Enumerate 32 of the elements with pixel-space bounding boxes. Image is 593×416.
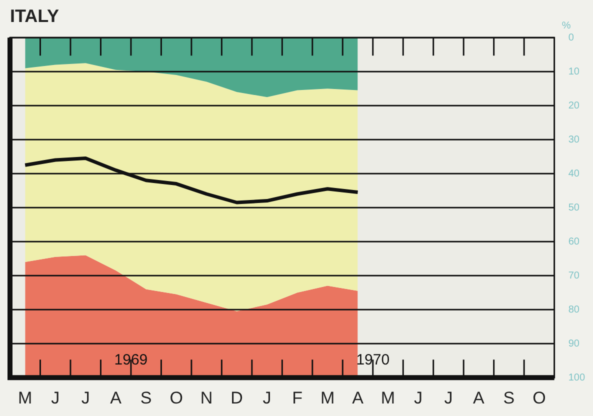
y-tick-label: 90 xyxy=(568,338,580,350)
y-tick-label: 60 xyxy=(568,236,580,248)
chart-title: ITALY xyxy=(10,6,60,26)
x-tick-label: A xyxy=(473,388,486,408)
y-tick-label: 0 xyxy=(568,32,574,44)
annotation: 1969 xyxy=(114,352,148,369)
x-tick-label: M xyxy=(380,388,396,408)
x-tick-label: A xyxy=(110,388,122,408)
x-tick-label: M xyxy=(320,388,335,408)
x-tick-label: J xyxy=(51,388,60,408)
y-tick-label: 40 xyxy=(568,168,580,180)
x-tick-label: M xyxy=(18,388,32,408)
y-tick-label: 20 xyxy=(568,100,580,112)
x-tick-label: F xyxy=(292,388,302,408)
y-tick-label: 80 xyxy=(568,304,580,316)
x-tick-label: J xyxy=(81,388,90,408)
x-tick-label: N xyxy=(200,388,213,408)
y-tick-label: 100 xyxy=(568,372,586,384)
x-tick-label: J xyxy=(262,388,272,408)
x-tick-label: A xyxy=(352,388,364,408)
y-axis-title: % xyxy=(562,20,571,32)
x-tick-label: O xyxy=(170,388,183,408)
y-tick-label: 70 xyxy=(568,270,580,282)
y-tick-label: 50 xyxy=(568,202,580,214)
y-tick-label: 10 xyxy=(568,66,580,78)
y-tick-label: 30 xyxy=(568,134,580,146)
x-tick-label: J xyxy=(444,388,453,408)
x-tick-label: D xyxy=(230,388,243,408)
x-tick-label: J xyxy=(414,388,422,408)
x-tick-label: S xyxy=(503,388,515,408)
x-tick-label: S xyxy=(140,388,152,408)
x-tick-label: O xyxy=(532,388,546,408)
